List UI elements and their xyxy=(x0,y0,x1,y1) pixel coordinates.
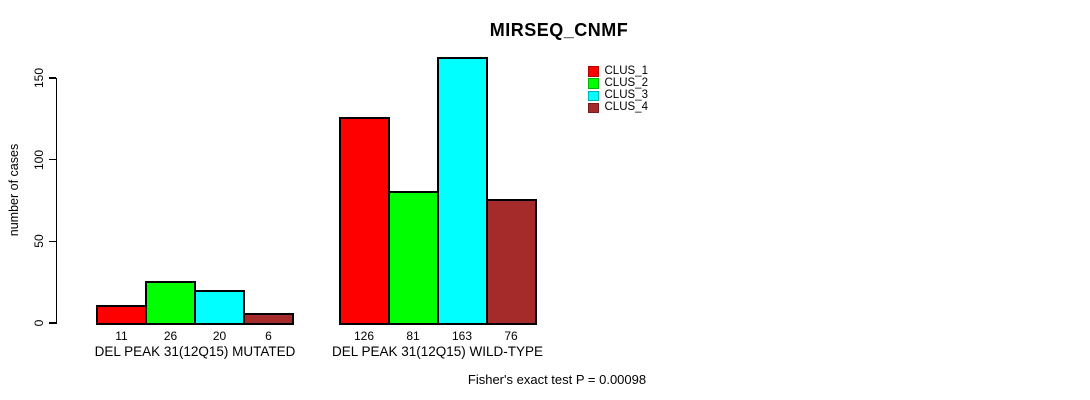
bar xyxy=(387,190,439,325)
legend-swatch xyxy=(588,66,599,77)
y-axis-line xyxy=(55,77,57,325)
y-tick-label: 100 xyxy=(32,149,46,170)
legend-label: CLUS_4 xyxy=(604,101,648,114)
bar xyxy=(96,305,147,325)
legend-swatch xyxy=(588,78,599,89)
x-group-label: DEL PEAK 31(12Q15) WILD-TYPE xyxy=(331,344,544,359)
bar xyxy=(243,313,294,325)
stats-caption: Fisher's exact test P = 0.00098 xyxy=(467,372,647,387)
legend-swatch xyxy=(588,102,599,114)
y-tick xyxy=(48,158,56,161)
bar-value-label: 11 xyxy=(115,329,128,343)
y-tick xyxy=(48,77,56,79)
bar xyxy=(485,198,537,325)
legend-label: CLUS_2 xyxy=(604,76,648,89)
bar xyxy=(145,280,196,325)
bar-value-label: 126 xyxy=(353,329,375,343)
bar xyxy=(194,290,245,325)
bar-value-label: 20 xyxy=(212,329,227,343)
bar-value-label: 76 xyxy=(504,329,518,343)
legend-label: CLUS_1 xyxy=(604,64,648,77)
bar-value-label: 26 xyxy=(163,329,178,343)
legend-swatch xyxy=(588,90,599,102)
bar xyxy=(338,117,390,325)
bar xyxy=(436,56,488,325)
chart-title: MIRSEQ_CNMF xyxy=(489,20,629,40)
y-tick xyxy=(48,322,56,324)
y-tick-label: 150 xyxy=(32,67,46,89)
legend-label: CLUS_3 xyxy=(604,89,648,102)
y-tick xyxy=(48,240,56,243)
y-tick-label: 50 xyxy=(32,234,46,249)
x-group-label: DEL PEAK 31(12Q15) MUTATED xyxy=(94,344,296,359)
y-axis-label: number of cases xyxy=(7,143,21,237)
bar-value-label: 81 xyxy=(406,329,420,343)
bar-value-label: 6 xyxy=(265,329,272,343)
bar-value-label: 163 xyxy=(451,329,473,343)
y-tick-label: 0 xyxy=(32,319,46,327)
